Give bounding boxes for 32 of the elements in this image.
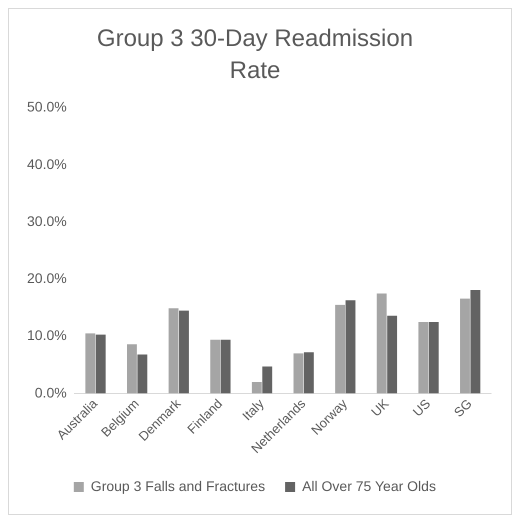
bar [262, 366, 272, 394]
bar [387, 316, 398, 394]
chart-title: Group 3 30-Day Readmission Rate [96, 24, 414, 84]
bar [418, 322, 428, 394]
bar [85, 333, 96, 394]
bar [460, 298, 470, 394]
y-tick-label: 10.0% [26, 327, 67, 344]
x-tick-label: SG [450, 396, 475, 420]
legend-label: All Over 75 Year Olds [302, 478, 436, 494]
bar [335, 304, 346, 394]
legend-label: Group 3 Falls and Fractures [90, 478, 266, 494]
y-tick-label: 30.0% [26, 212, 67, 229]
bar [346, 300, 356, 394]
bar [168, 308, 179, 394]
bar [470, 290, 480, 394]
y-tick-label: 50.0% [26, 98, 67, 115]
y-tick-label: 0.0% [34, 384, 67, 400]
bar [376, 293, 387, 394]
bar [137, 354, 148, 394]
bar [428, 322, 439, 394]
bar [179, 310, 189, 394]
bar [252, 382, 262, 394]
bar [96, 334, 106, 394]
y-tick-label: 40.0% [26, 156, 67, 172]
bar [304, 352, 314, 394]
bar [294, 353, 304, 394]
bar [220, 340, 231, 394]
bar [126, 344, 137, 394]
y-tick-label: 20.0% [26, 270, 67, 286]
bar [210, 340, 220, 394]
x-tick-label: US [410, 396, 434, 420]
x-tick-label: UK [368, 396, 392, 420]
